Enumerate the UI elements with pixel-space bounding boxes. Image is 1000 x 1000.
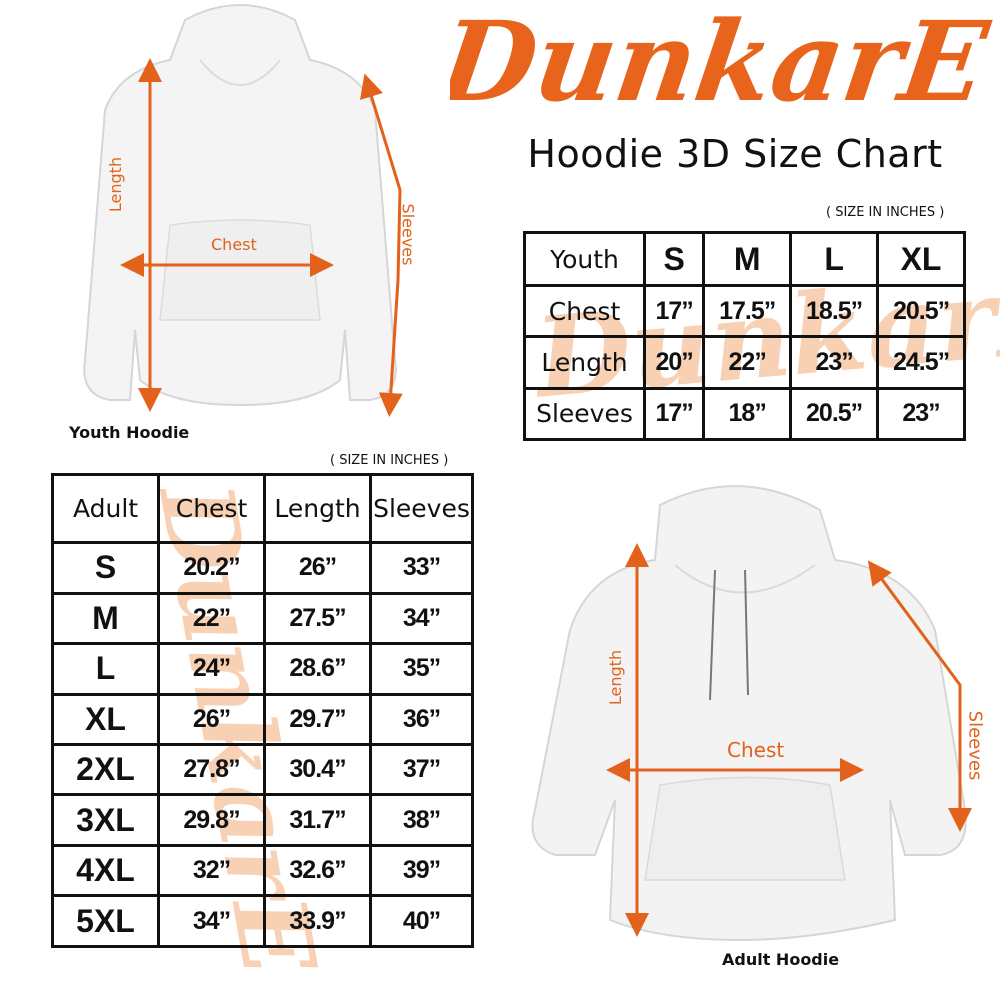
- adult-size-table: Adult Chest Length Sleeves S 20.2” 26” 33” M…: [51, 472, 474, 948]
- row-label: Chest: [523, 283, 646, 339]
- table-cell: 27.8”: [157, 743, 266, 797]
- table-cell: 37”: [369, 743, 474, 797]
- adult-sleeves-annotation: Sleeves: [964, 710, 986, 781]
- table-cell: 22”: [157, 591, 266, 646]
- size-label: M: [51, 591, 160, 646]
- size-label: 3XL: [51, 793, 160, 847]
- adult-chest-annotation: Chest: [727, 738, 785, 762]
- header-cell: Length: [263, 472, 372, 545]
- youth-unit-caption: ( SIZE IN INCHES ): [826, 205, 945, 220]
- table-cell: 29.8”: [157, 793, 266, 847]
- table-cell: 27.5”: [263, 591, 372, 646]
- table-cell: 34”: [369, 591, 474, 646]
- adult-hoodie-image: [531, 485, 972, 942]
- row-label: Length: [523, 335, 646, 390]
- header-cell: Sleeves: [369, 472, 474, 545]
- table-cell: 20.2”: [157, 541, 266, 595]
- table-row: L 24” 28.6” 35”: [51, 642, 474, 696]
- table-cell: 24.5”: [876, 335, 966, 390]
- size-label: 2XL: [51, 743, 160, 797]
- svg-text:DunkarE: DunkarE: [450, 0, 995, 125]
- header-cell: M: [702, 231, 793, 287]
- table-header-row: Adult Chest Length Sleeves: [51, 472, 474, 545]
- table-cell: 17”: [642, 283, 706, 339]
- table-cell: 29.7”: [263, 692, 372, 747]
- page-title: Hoodie 3D Size Chart: [527, 132, 943, 176]
- adult-length-annotation: Length: [606, 649, 626, 706]
- size-label: L: [51, 642, 160, 696]
- table-cell: 31.7”: [263, 793, 372, 847]
- table-row: M 22” 27.5” 34”: [51, 591, 474, 646]
- header-cell: S: [642, 231, 706, 287]
- youth-hoodie-label: Youth Hoodie: [69, 423, 190, 442]
- table-cell: 20.5”: [789, 386, 880, 442]
- brand-logo: DunkarE: [450, 0, 995, 125]
- table-row: 5XL 34” 33.9” 40”: [51, 894, 474, 948]
- size-label: 4XL: [51, 843, 160, 898]
- table-cell: 18”: [702, 386, 793, 442]
- youth-hoodie-image: [83, 4, 403, 417]
- header-cell: Youth: [523, 231, 646, 287]
- table-cell: 26”: [263, 541, 372, 595]
- youth-size-table: Youth S M L XL Chest 17” 17.5” 18.5” 20.…: [523, 231, 966, 442]
- table-cell: 17.5”: [702, 283, 793, 339]
- table-cell: 38”: [369, 793, 474, 847]
- size-label: S: [51, 541, 160, 595]
- youth-chest-annotation: Chest: [211, 235, 257, 254]
- table-cell: 30.4”: [263, 743, 372, 797]
- table-cell: 32.6”: [263, 843, 372, 898]
- table-row: XL 26” 29.7” 36”: [51, 692, 474, 747]
- table-row: 4XL 32” 32.6” 39”: [51, 843, 474, 898]
- table-row: Chest 17” 17.5” 18.5” 20.5”: [523, 283, 966, 339]
- table-cell: 35”: [369, 642, 474, 696]
- table-row: S 20.2” 26” 33”: [51, 541, 474, 595]
- table-cell: 40”: [369, 894, 474, 948]
- header-cell: Chest: [157, 472, 266, 545]
- table-cell: 22”: [702, 335, 793, 390]
- table-row: 3XL 29.8” 31.7” 38”: [51, 793, 474, 847]
- table-cell: 34”: [157, 894, 266, 948]
- table-cell: 20.5”: [876, 283, 966, 339]
- table-cell: 33.9”: [263, 894, 372, 948]
- table-cell: 20”: [642, 335, 706, 390]
- table-cell: 23”: [789, 335, 880, 390]
- row-label: Sleeves: [523, 386, 646, 442]
- header-cell: L: [789, 231, 880, 287]
- table-cell: 32”: [157, 843, 266, 898]
- youth-sleeves-annotation: Sleeves: [398, 203, 418, 266]
- header-cell: XL: [876, 231, 966, 287]
- table-cell: 18.5”: [789, 283, 880, 339]
- table-row: Length 20” 22” 23” 24.5”: [523, 335, 966, 390]
- table-cell: 17”: [642, 386, 706, 442]
- table-row: 2XL 27.8” 30.4” 37”: [51, 743, 474, 797]
- table-cell: 24”: [157, 642, 266, 696]
- youth-length-annotation: Length: [106, 156, 126, 213]
- table-cell: 39”: [369, 843, 474, 898]
- table-cell: 23”: [876, 386, 966, 442]
- header-cell: Adult: [51, 472, 160, 545]
- size-label: XL: [51, 692, 160, 747]
- table-cell: 26”: [157, 692, 266, 747]
- table-cell: 36”: [369, 692, 474, 747]
- adult-unit-caption: ( SIZE IN INCHES ): [330, 453, 449, 468]
- table-row: Sleeves 17” 18” 20.5” 23”: [523, 386, 966, 442]
- table-cell: 28.6”: [263, 642, 372, 696]
- table-header-row: Youth S M L XL: [523, 231, 966, 287]
- size-label: 5XL: [51, 894, 160, 948]
- table-cell: 33”: [369, 541, 474, 595]
- adult-hoodie-label: Adult Hoodie: [722, 950, 840, 969]
